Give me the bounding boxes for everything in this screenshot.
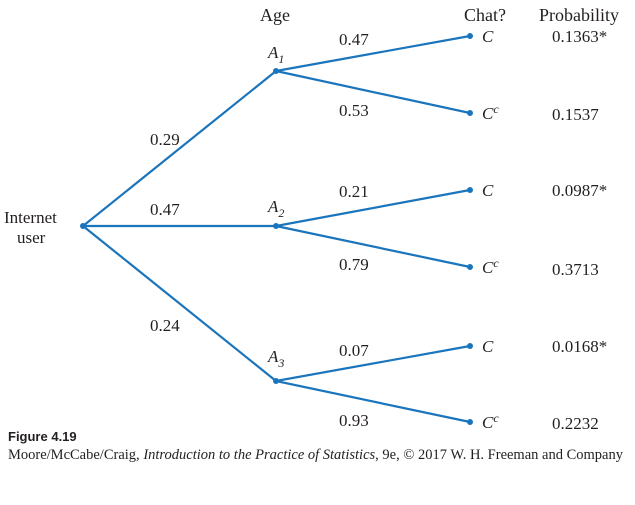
credit-authors: Moore/McCabe/Craig, <box>8 447 144 463</box>
outcome-label-6: Cc <box>482 411 499 430</box>
credit-book-title: Introduction to the Practice of Statisti… <box>143 447 376 463</box>
credit-publisher: , 9e, © 2017 W. H. Freeman and Company <box>375 447 623 463</box>
prob-a1-c: 0.47 <box>339 30 369 49</box>
outcome-node-4 <box>467 264 473 270</box>
final-prob-5: 0.0168* <box>552 337 607 356</box>
outcome-label-2: Cc <box>482 102 499 123</box>
edge-a1-cc <box>275 69 471 115</box>
edge-a3-cc <box>275 379 471 424</box>
age-label-2: A2 <box>267 197 284 220</box>
final-prob-6: 0.2232 <box>552 414 599 430</box>
prob-a3-cc: 0.93 <box>339 411 369 430</box>
header-probability: Probability <box>539 5 619 25</box>
age-label-3: A3 <box>267 347 284 370</box>
final-prob-3: 0.0987* <box>552 181 607 200</box>
header-age: Age <box>260 5 290 25</box>
root-label-line2: user <box>17 228 46 247</box>
age-node-3 <box>273 378 279 384</box>
outcome-node-3 <box>467 187 473 193</box>
outcome-node-1 <box>467 33 473 39</box>
outcome-label-3: C <box>482 181 494 200</box>
figure-credit: Moore/McCabe/Craig, Introduction to the … <box>8 446 628 464</box>
final-prob-2: 0.1537 <box>552 105 599 124</box>
final-prob-1: 0.1363* <box>552 27 607 46</box>
age-label-1: A1 <box>267 43 284 66</box>
header-chat: Chat? <box>464 5 506 25</box>
final-prob-4: 0.3713 <box>552 260 599 279</box>
edge-a3-c <box>275 344 471 383</box>
tree-diagram: Age Chat? Probability Internet user A1 A… <box>4 5 619 430</box>
prob-root-a3: 0.24 <box>150 316 180 335</box>
root-node <box>80 223 86 229</box>
edge-a1-c <box>275 34 471 73</box>
outcome-node-2 <box>467 110 473 116</box>
root-label-line1: Internet <box>4 208 57 227</box>
figure-caption: Figure 4.19 Moore/McCabe/Craig, Introduc… <box>8 428 628 464</box>
age-node-2 <box>273 223 279 229</box>
figure-number: Figure 4.19 <box>8 429 77 444</box>
outcome-node-5 <box>467 343 473 349</box>
outcome-node-6 <box>467 419 473 425</box>
prob-a2-cc: 0.79 <box>339 255 369 274</box>
edge-root-a3 <box>82 225 277 382</box>
outcome-label-1: C <box>482 27 494 46</box>
prob-root-a2: 0.47 <box>150 200 180 219</box>
age-node-1 <box>273 68 279 74</box>
edge-a2-c <box>275 188 471 228</box>
prob-a2-c: 0.21 <box>339 182 369 201</box>
edge-root-a1 <box>82 70 277 227</box>
prob-root-a1: 0.29 <box>150 130 180 149</box>
prob-a3-c: 0.07 <box>339 341 369 360</box>
outcome-label-5: C <box>482 337 494 356</box>
edge-a2-cc <box>275 224 471 269</box>
outcome-label-4: Cc <box>482 256 499 277</box>
prob-a1-cc: 0.53 <box>339 101 369 120</box>
